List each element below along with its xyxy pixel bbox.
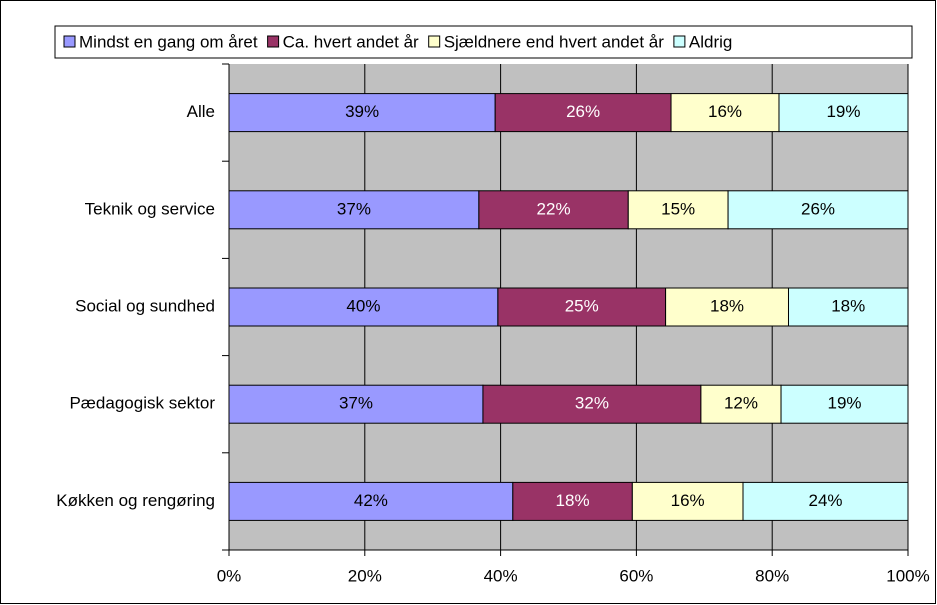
data-label: 12%	[724, 394, 758, 413]
data-label: 22%	[537, 199, 571, 218]
data-label: 16%	[671, 491, 705, 510]
bar-segment	[228, 190, 480, 230]
data-label: 18%	[710, 296, 744, 315]
x-tick-label: 20%	[348, 566, 382, 585]
data-label: 19%	[827, 394, 861, 413]
data-label: 32%	[575, 394, 609, 413]
legend-swatch	[673, 35, 686, 48]
data-label: 18%	[831, 296, 865, 315]
bar-segment	[494, 93, 672, 133]
legend-swatch	[63, 35, 76, 48]
data-label: 37%	[337, 199, 371, 218]
legend-swatch	[267, 35, 280, 48]
bar-segment	[627, 190, 729, 230]
bar-segment	[497, 287, 667, 327]
x-tick-label: 0%	[217, 566, 242, 585]
y-tick-label: Pædagogisk sektor	[69, 394, 215, 413]
legend-label: Mindst en gang om året	[79, 32, 258, 51]
bar-segment	[787, 287, 909, 327]
data-label: 24%	[808, 491, 842, 510]
bar-segment	[631, 481, 744, 521]
data-label: 18%	[556, 491, 590, 510]
bar-segment	[670, 93, 780, 133]
x-tick-label: 60%	[619, 566, 653, 585]
data-label: 42%	[354, 491, 388, 510]
data-label: 37%	[339, 394, 373, 413]
bar-segment	[228, 93, 496, 133]
bar-segment	[780, 384, 909, 424]
bar-segment	[228, 384, 484, 424]
y-tick-label: Social og sundhed	[75, 296, 215, 315]
bar-segment	[228, 287, 499, 327]
legend-label: Ca. hvert andet år	[283, 32, 419, 51]
data-label: 39%	[345, 102, 379, 121]
data-label: 15%	[661, 199, 695, 218]
bar-segment	[665, 287, 789, 327]
data-label: 16%	[708, 102, 742, 121]
bar-segment	[727, 190, 909, 230]
x-tick-label: 80%	[755, 566, 789, 585]
legend-label: Sjældnere end hvert andet år	[444, 32, 665, 51]
bar-segment	[228, 481, 514, 521]
y-tick-label: Køkken og rengøring	[56, 491, 215, 510]
bar-segment	[700, 384, 782, 424]
y-tick-label: Teknik og service	[85, 199, 215, 218]
data-label: 40%	[346, 296, 380, 315]
bar-segment	[778, 93, 909, 133]
bar-segment	[742, 481, 909, 521]
legend-label: Aldrig	[689, 32, 732, 51]
bar-segment	[478, 190, 629, 230]
data-label: 19%	[826, 102, 860, 121]
legend-swatch	[428, 35, 441, 48]
data-label: 26%	[801, 199, 835, 218]
data-label: 25%	[565, 296, 599, 315]
bar-segment	[482, 384, 702, 424]
y-tick-label: Alle	[187, 102, 215, 121]
x-tick-label: 40%	[484, 566, 518, 585]
legend-box	[54, 25, 913, 59]
data-label: 26%	[566, 102, 600, 121]
x-tick-label: 100%	[886, 566, 929, 585]
